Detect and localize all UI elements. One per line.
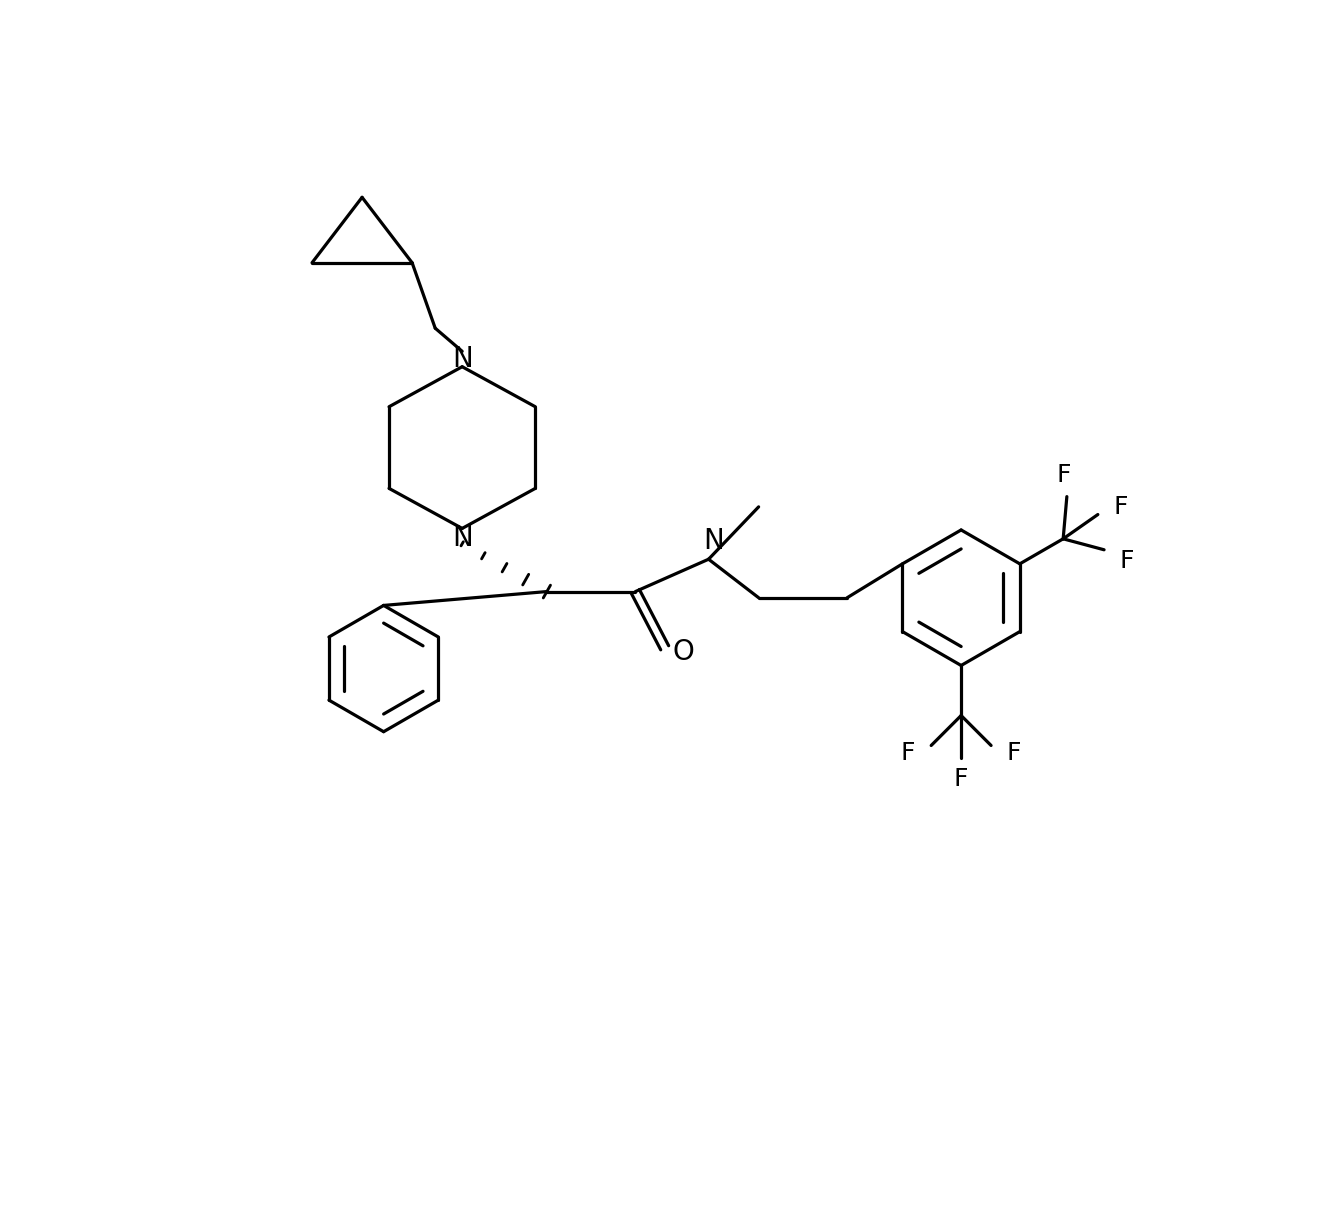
Text: F: F: [1113, 495, 1128, 518]
Text: O: O: [672, 638, 694, 667]
Text: N: N: [452, 345, 472, 373]
Text: N: N: [702, 527, 724, 554]
Text: N: N: [452, 523, 472, 552]
Text: F: F: [900, 742, 915, 765]
Text: F: F: [1056, 463, 1071, 487]
Text: F: F: [1007, 742, 1021, 765]
Text: F: F: [954, 767, 968, 791]
Text: F: F: [1120, 550, 1134, 574]
